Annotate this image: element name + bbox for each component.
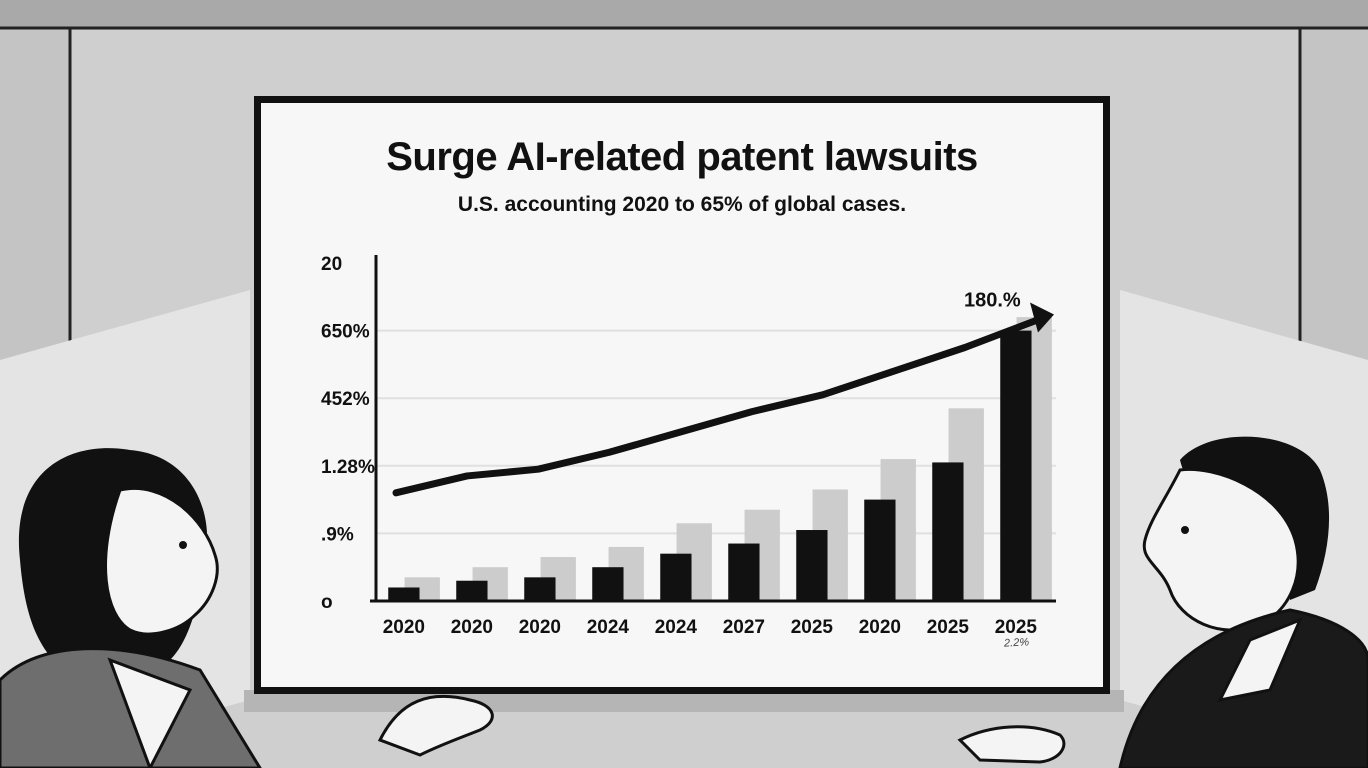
x-tick-label: 2020	[519, 617, 561, 638]
x-tick-label: 2020	[383, 617, 425, 638]
trend-line	[392, 316, 1040, 497]
chart-subtitle: U.S. accounting 2020 to 65% of global ca…	[457, 193, 907, 216]
bar	[728, 543, 760, 601]
woman-figure	[0, 448, 494, 768]
trend-label: 180.%	[964, 289, 1021, 311]
bar	[660, 553, 692, 601]
bar	[456, 580, 488, 601]
y-tick-label: 20	[321, 254, 342, 275]
x-tick-label: 2020	[451, 617, 493, 638]
y-tick-label: 452%	[321, 389, 370, 410]
chart-title: Surge AI-related patent lawsuits	[386, 135, 978, 179]
bar	[524, 577, 556, 601]
x-tick-label: 2020	[859, 617, 901, 638]
bar	[864, 499, 896, 601]
presentation-screen: Surge AI-related patent lawsuits U.S. ac…	[254, 96, 1110, 694]
x-tick-label: 2025	[995, 617, 1038, 638]
x-tick-label: 2027	[723, 617, 765, 638]
trend-arrowhead	[1030, 302, 1054, 333]
bar	[388, 587, 420, 601]
man-figure	[957, 436, 1368, 768]
y-tick-label: o	[321, 592, 333, 613]
footnote-scribble: 2.2%	[1003, 636, 1030, 650]
bar	[592, 567, 624, 601]
x-tick-label: 2025	[927, 617, 970, 638]
x-tick-label: 2024	[587, 617, 630, 638]
x-tick-label: 2024	[655, 617, 698, 638]
y-tick-label: 650%	[321, 322, 370, 343]
x-tick-label: 2025	[791, 617, 834, 638]
y-tick-label: .9%	[321, 524, 354, 545]
bar	[1000, 330, 1032, 601]
y-tick-label: 1.28%	[321, 457, 375, 478]
bar	[796, 530, 828, 601]
bar	[932, 462, 964, 601]
